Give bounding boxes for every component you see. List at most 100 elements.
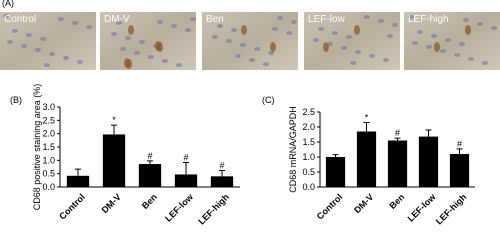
x-tick-label: Control: [57, 192, 87, 222]
error-bar: [425, 129, 432, 137]
photo-label: LEF-low: [308, 14, 345, 25]
nucleus: [134, 51, 140, 55]
significance-mark: #: [147, 151, 152, 161]
bar: [210, 176, 234, 187]
nucleus: [355, 50, 361, 54]
nucleus: [157, 20, 163, 24]
nucleus: [12, 29, 18, 33]
nucleus: [249, 58, 255, 62]
nucleus: [125, 36, 131, 40]
nucleus: [408, 15, 414, 19]
bar: [66, 175, 90, 187]
nucleus: [463, 18, 469, 22]
nucleus: [254, 47, 260, 51]
bar: [356, 131, 377, 187]
nucleus: [268, 51, 274, 55]
nucleus: [291, 20, 297, 24]
y-tick-label: 0.0: [42, 182, 55, 192]
error-bar: [332, 154, 339, 157]
nucleus: [72, 21, 78, 25]
nucleus: [235, 54, 241, 58]
panel-label: (B): [10, 95, 22, 105]
nucleus: [387, 34, 393, 38]
significance-mark: #: [219, 160, 224, 170]
nucleus: [369, 54, 375, 58]
error-bar: [111, 124, 117, 135]
nucleus: [63, 56, 69, 60]
error-bar: [147, 160, 153, 165]
significance-mark: *: [112, 115, 116, 125]
panel-label: (A): [2, 0, 14, 8]
nucleus: [332, 31, 338, 35]
error-bar: [75, 168, 81, 176]
stain: [124, 58, 130, 68]
nucleus: [26, 33, 32, 37]
nucleus: [445, 38, 451, 42]
bar: [138, 164, 162, 187]
nucleus: [341, 46, 347, 50]
significance-mark: *: [365, 113, 369, 123]
nucleus: [412, 41, 418, 45]
stain: [354, 25, 360, 35]
nucleus: [272, 27, 278, 31]
y-axis-label: CD68 positive staining area (%): [32, 84, 42, 211]
photo-label: DM-V: [104, 14, 130, 25]
nucleus: [378, 19, 384, 23]
bar: [325, 157, 346, 187]
error-bar: [363, 122, 370, 132]
stain: [128, 25, 134, 35]
nucleus: [482, 61, 488, 65]
nucleus: [440, 49, 446, 53]
nucleus: [226, 39, 232, 43]
bar: [387, 140, 408, 187]
nucleus: [139, 40, 145, 44]
nucleus: [491, 26, 497, 30]
nucleus: [383, 58, 389, 62]
nucleus: [7, 40, 13, 44]
panel-label: (C): [262, 95, 275, 105]
photo-label: LEF-high: [408, 14, 449, 25]
nucleus: [86, 25, 92, 29]
photo: [404, 12, 500, 70]
nucleus: [468, 57, 474, 61]
error-bar: [394, 137, 401, 141]
nucleus: [459, 42, 465, 46]
photo-label: Ben: [206, 14, 224, 25]
error-bar: [183, 161, 189, 175]
nucleus: [111, 32, 117, 36]
nucleus: [431, 34, 437, 38]
nucleus: [44, 63, 50, 67]
nucleus: [171, 24, 177, 28]
y-tick-label: 2.5: [42, 115, 55, 125]
error-bar: [456, 148, 463, 154]
nucleus: [392, 23, 398, 27]
nucleus: [454, 53, 460, 57]
nucleus: [277, 16, 283, 20]
nucleus: [3, 14, 9, 18]
nucleus: [286, 31, 292, 35]
nucleus: [217, 24, 223, 28]
y-tick-label: 1.5: [42, 142, 55, 152]
x-tick-label: LEF-high: [434, 192, 469, 227]
nucleus: [364, 15, 370, 19]
y-tick-label: 2.0: [42, 129, 55, 139]
x-tick-label: DM-V: [352, 192, 375, 215]
nucleus: [426, 45, 432, 49]
y-tick-label: 2.0: [302, 122, 315, 132]
photo: [100, 12, 196, 70]
nucleus: [477, 22, 483, 26]
x-tick-label: LEF-high: [196, 192, 231, 227]
stain: [323, 42, 329, 52]
y-tick-label: 0.0: [302, 182, 315, 192]
nucleus: [35, 48, 41, 52]
error-bar: [219, 169, 225, 177]
nucleus: [212, 35, 218, 39]
significance-mark: #: [395, 128, 400, 138]
nucleus: [116, 21, 122, 25]
bar: [174, 174, 198, 187]
y-tick-label: 1.5: [302, 137, 315, 147]
nucleus: [40, 37, 46, 41]
x-tick-label: Ben: [140, 192, 159, 211]
x-tick-label: DM-V: [100, 192, 123, 215]
